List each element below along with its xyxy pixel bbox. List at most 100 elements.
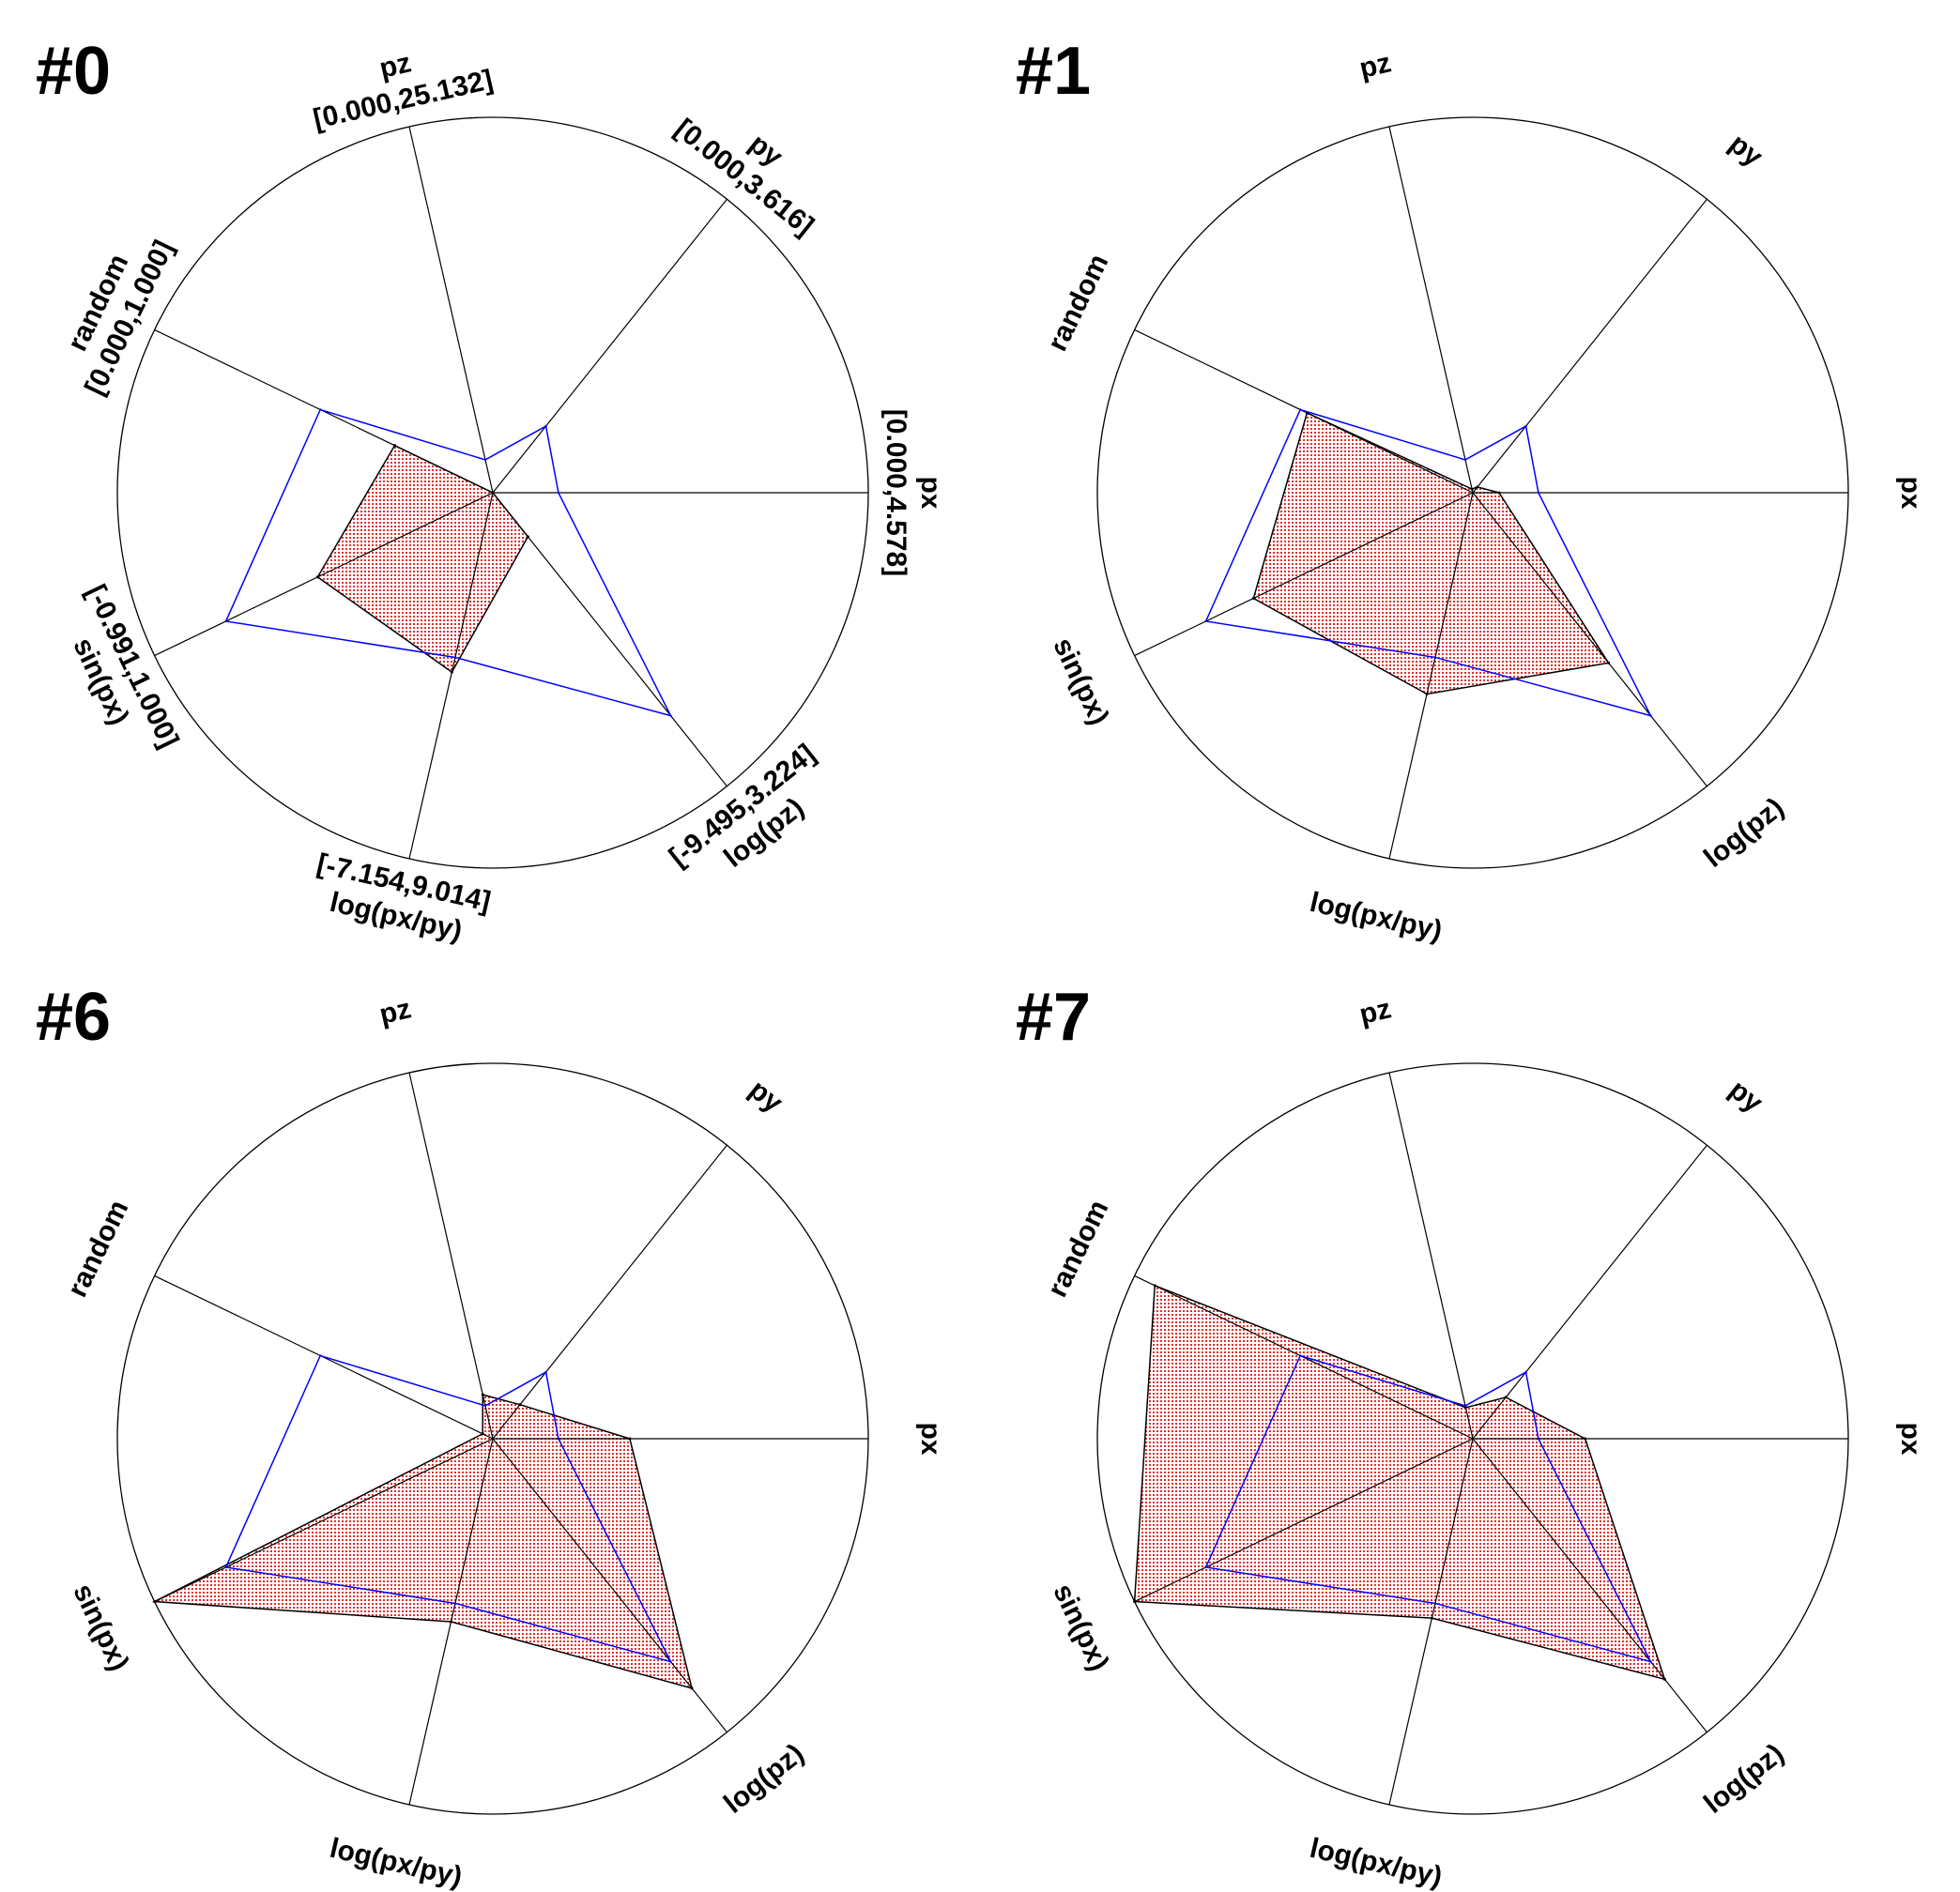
entry-point (1470, 487, 1474, 491)
entry-point (1251, 597, 1255, 601)
axis-label: px (915, 1422, 946, 1455)
entry-point (1133, 1600, 1137, 1604)
reference-point (1433, 1602, 1437, 1605)
reference-point (1524, 424, 1527, 428)
reference-point (453, 656, 457, 659)
entry-point (450, 670, 453, 674)
entry-point (1584, 1437, 1587, 1441)
entry-point (392, 444, 396, 448)
reference-point (1204, 1565, 1207, 1569)
axis-line (492, 492, 727, 787)
entry-point (1153, 1284, 1156, 1288)
entry-polygon (316, 444, 529, 674)
reference-point (453, 1602, 457, 1605)
axis-label: random (1042, 250, 1114, 356)
axis-line (1388, 126, 1474, 494)
chart-title: #7 (1016, 980, 1091, 1055)
entry-point (1425, 693, 1429, 696)
reference-point (1463, 458, 1467, 462)
axis-range-label: [0.000,3.616] (669, 114, 819, 242)
axis-label: sin(px) (1047, 1579, 1114, 1676)
axis-line (1134, 492, 1474, 657)
reference-point (224, 619, 227, 623)
entry-polygon (1252, 411, 1610, 695)
axis-label: pz (376, 47, 414, 84)
reference-point (224, 1565, 227, 1569)
entry-point (1607, 661, 1611, 664)
reference-polygon (224, 408, 672, 717)
axis-range-label: [0.000,4.578] (880, 409, 911, 576)
axis-label: py (1723, 128, 1769, 173)
reference-point (1204, 619, 1207, 623)
entry-point (628, 1437, 632, 1441)
axis-line (492, 1438, 727, 1733)
axis-label: log(pz) (718, 1738, 809, 1820)
reference-point (1299, 1354, 1302, 1357)
reference-point (544, 1370, 547, 1374)
axis-label: random (1042, 1196, 1114, 1302)
axis-label: log(px/py) (1307, 1833, 1445, 1892)
axis-line (408, 126, 494, 494)
entry-point (1430, 1616, 1433, 1620)
reference-point (544, 424, 547, 428)
reference-point (1463, 1404, 1467, 1408)
axis-line (1472, 198, 1707, 494)
reference-point (319, 1354, 322, 1357)
axis-line (1472, 492, 1707, 787)
entry-point (1476, 485, 1479, 489)
entry-point (1662, 1677, 1666, 1681)
reference-polygon (1204, 408, 1652, 717)
reference-point (319, 408, 322, 411)
axis-label: pz (376, 993, 414, 1030)
chart-title: #6 (36, 980, 111, 1055)
spider-chart: #0px[0.000,4.578]py[0.000,3.616]pz[0.000… (36, 34, 946, 947)
entry-polygon (1133, 1284, 1666, 1681)
reference-point (483, 458, 487, 462)
chart-title: #1 (1016, 34, 1091, 109)
entry-point (1504, 1396, 1508, 1399)
axis-line (1472, 1144, 1707, 1440)
axis-line (154, 1438, 494, 1603)
axis-label: log(px/py) (1307, 887, 1445, 947)
axis-line (1388, 1438, 1474, 1806)
entry-point (526, 535, 529, 539)
axis-label: random (62, 1196, 134, 1302)
reference-point (669, 1660, 672, 1663)
axis-label: sin(px) (67, 1579, 134, 1676)
reference-polygon (224, 1354, 672, 1663)
axis-line (1388, 1072, 1474, 1440)
entry-point (153, 1600, 157, 1604)
entry-point (481, 1432, 484, 1436)
reference-point (1649, 1660, 1652, 1663)
reference-point (1649, 714, 1652, 717)
axis-label: pz (1356, 47, 1394, 84)
axis-label: log(pz) (1698, 792, 1789, 874)
reference-point (1537, 1437, 1540, 1441)
axis-line (408, 1072, 494, 1440)
axis-label: px (1895, 476, 1926, 509)
reference-point (669, 714, 672, 717)
reference-point (1433, 656, 1437, 659)
entry-point (690, 1686, 694, 1690)
axis-label: px (1895, 1422, 1926, 1455)
axis-line (1472, 1438, 1707, 1733)
axis-label: py (1723, 1074, 1769, 1119)
entry-polygon (151, 1394, 694, 1689)
reference-point (1537, 491, 1540, 495)
entry-point (315, 575, 319, 579)
entry-point (491, 491, 495, 495)
reference-point (557, 1437, 560, 1441)
entry-point (518, 1403, 522, 1407)
axis-label: px (915, 476, 946, 509)
axis-line (1134, 1438, 1474, 1603)
reference-point (483, 1404, 487, 1408)
axis-line (1388, 492, 1474, 860)
axis-label: pz (1356, 993, 1394, 1030)
axis-line (408, 492, 494, 860)
reference-point (1299, 408, 1302, 411)
reference-point (1524, 1370, 1527, 1374)
chart-title: #0 (36, 34, 111, 109)
axis-line (154, 492, 494, 657)
axis-label: log(pz) (1698, 1738, 1789, 1820)
